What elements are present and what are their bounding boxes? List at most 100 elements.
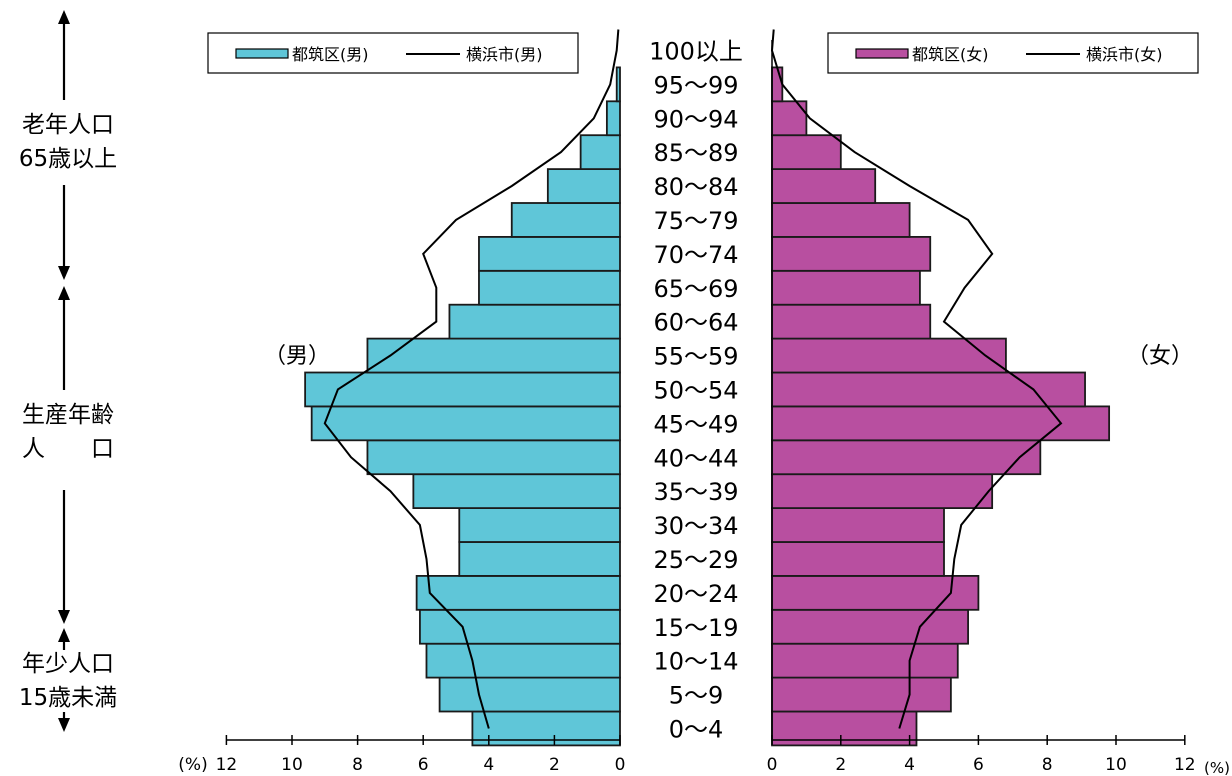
male-bars — [304, 66, 621, 747]
legend-legend_right: 都筑区(女) 横浜市(女) — [827, 32, 1199, 74]
age-category-labels: 0～4 5～9 10～14 15～19 20～24 25～29 30～34 35～39 40～4… — [649, 37, 743, 743]
male-bar — [579, 134, 621, 170]
age-category-label: 100以上 — [649, 37, 743, 65]
male-bar — [510, 202, 621, 238]
legend-legend_left: 都筑区(男) 横浜市(男) — [207, 32, 579, 74]
age-category-label: 80～84 — [653, 173, 738, 201]
female-bar — [771, 575, 980, 611]
age-category-label: 25～29 — [653, 546, 738, 574]
female-bar — [771, 507, 945, 543]
arrow-head-up — [58, 628, 70, 642]
male-bar — [415, 575, 621, 611]
male-bar — [366, 439, 621, 476]
x-tick-label-left: 0 — [615, 755, 626, 775]
age-category-label: 45～49 — [653, 410, 738, 438]
age-category-label: 30～34 — [653, 512, 738, 540]
male-bar — [458, 541, 621, 577]
age-category-label: 10～14 — [653, 648, 738, 676]
age-category-label: 15～19 — [653, 614, 738, 642]
female-bar — [771, 134, 842, 170]
x-tick-label-left: 8 — [352, 755, 363, 775]
male-bar — [425, 642, 621, 679]
age-group-label: 老年人口 — [22, 112, 114, 138]
age-category-label: 95～99 — [653, 71, 738, 99]
female-bar — [771, 439, 1042, 476]
male-bar — [412, 473, 621, 510]
arrow-head-up — [58, 286, 70, 300]
x-tick-label-right: 0 — [767, 755, 778, 775]
age-category-label: 0～4 — [669, 715, 724, 743]
age-category-label: 50～54 — [653, 376, 738, 404]
male-bar — [448, 303, 621, 340]
female-bar — [771, 66, 784, 103]
male-bar — [478, 235, 621, 272]
age-category-label: 85～89 — [653, 139, 738, 167]
male-bar — [546, 168, 621, 204]
legend-bar-swatch — [855, 48, 909, 59]
female-bar — [771, 269, 921, 306]
age-category-label: 90～94 — [653, 105, 738, 133]
male-bar — [605, 100, 621, 137]
female-side-label: （女） — [1127, 344, 1193, 369]
x-tick-label-right: 4 — [904, 755, 915, 775]
female-bar — [771, 235, 932, 272]
arrow-head-down — [58, 266, 70, 280]
x-tick-label-left: 6 — [418, 755, 429, 775]
age-category-label: 5～9 — [669, 682, 724, 710]
legend-line-label: 横浜市(男) — [466, 45, 543, 64]
male-bar — [438, 676, 621, 713]
yokohama-lines — [323, 29, 1063, 729]
x-axis-unit-right: (%) — [1204, 759, 1230, 776]
legend-bar-swatch — [235, 48, 289, 59]
age-group-label: 15歳未満 — [19, 685, 117, 711]
arrow-head-up — [58, 10, 70, 24]
age-group-arrows — [58, 10, 70, 732]
x-axis-unit-left: (%) — [178, 755, 207, 775]
female-bar — [771, 303, 932, 340]
male-bar — [615, 66, 621, 103]
female-bar — [771, 405, 1111, 442]
yokohama-male-line — [323, 29, 620, 729]
age-group-label: 年少人口 — [22, 651, 114, 677]
female-bar — [771, 642, 959, 679]
arrow-head-down — [58, 610, 70, 624]
female-bar — [771, 541, 945, 577]
x-tick-label-left: 4 — [483, 755, 494, 775]
female-bar — [771, 202, 911, 238]
female-bars — [771, 66, 1111, 747]
age-category-label: 35～39 — [653, 478, 738, 506]
male-bar — [304, 371, 621, 408]
female-bar — [771, 473, 994, 510]
x-tick-label-left: 12 — [216, 755, 238, 775]
female-bar — [771, 168, 877, 204]
x-axes: 12 10 8 6 4 2 0 0 2 4 6 8 10 12 (%) (%) — [178, 40, 1230, 776]
yokohama-female-line — [770, 29, 1063, 729]
x-tick-label-right: 8 — [1042, 755, 1053, 775]
female-bar — [771, 608, 969, 645]
x-tick-label-left: 2 — [549, 755, 560, 775]
age-category-label: 55～59 — [653, 343, 738, 371]
male-bar — [478, 269, 621, 306]
age-category-label: 60～64 — [653, 309, 738, 337]
male-bar — [310, 405, 621, 442]
age-category-label: 70～74 — [653, 241, 738, 269]
x-tick-label-right: 6 — [973, 755, 984, 775]
x-tick-label-right: 2 — [835, 755, 846, 775]
age-group-label: 65歳以上 — [19, 146, 117, 172]
age-group-label: 人 口 — [22, 436, 114, 462]
age-category-label: 20～24 — [653, 580, 738, 608]
age-group-label: 生産年齢 — [22, 402, 114, 428]
age-category-label: 40～44 — [653, 444, 738, 472]
legends: 都筑区(男) 横浜市(男) 都筑区(女) 横浜市(女) — [207, 32, 1199, 74]
legend-line-label: 横浜市(女) — [1086, 45, 1163, 64]
arrow-head-down — [58, 718, 70, 732]
male-bar — [458, 507, 621, 543]
female-bar — [771, 676, 952, 713]
x-tick-label-left: 10 — [281, 755, 303, 775]
legend-bar-label: 都筑区(男) — [292, 45, 369, 64]
male-side-label: （男） — [264, 344, 330, 369]
female-bar — [771, 337, 1007, 374]
x-tick-label-right: 12 — [1174, 755, 1196, 775]
